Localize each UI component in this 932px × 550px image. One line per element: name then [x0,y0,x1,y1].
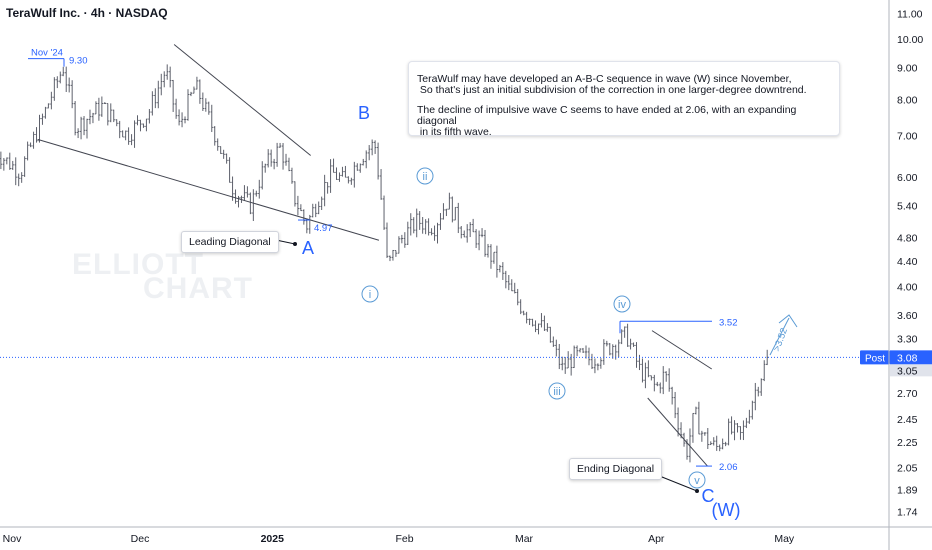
y-tick-label: 8.00 [897,94,918,106]
x-tick-label: Mar [515,533,534,545]
callout-pointer [656,474,698,492]
y-tick-label: 1.89 [897,484,918,496]
wave-circle [613,295,631,313]
post-price-value: 3.08 [897,352,918,364]
y-tick-label: 2.25 [897,437,918,449]
x-tick-label: 2025 [261,533,285,545]
y-tick-label: 3.30 [897,334,918,346]
note-paragraph-1: TeraWulf may have developed an A-B-C seq… [417,73,807,96]
candles-layer [0,64,769,463]
callout-pointer [275,239,296,245]
post-price-badge [890,350,932,365]
x-tick-label: Feb [395,533,413,545]
wave-label-iii: iii [553,386,560,398]
y-tick-label: 11.00 [897,8,923,20]
diagonal-trendline [173,44,311,156]
y-tick-label: 4.80 [897,232,918,244]
y-tick-label: 5.40 [897,201,918,213]
x-tick-label: Dec [131,533,150,545]
y-tick-label: 3.60 [897,310,918,322]
level-value: 3.52 [719,317,738,328]
projection-label: >3.52 [771,327,790,353]
wave-circle [416,167,434,185]
leading-diagonal-callout: Leading Diagonal [181,231,279,253]
note-paragraph-2: The decline of impulsive wave C seems to… [417,104,797,138]
wave-label-A: A [302,238,314,258]
y-tick-label: 4.00 [897,282,918,294]
x-tick-label: Nov [3,533,22,545]
y-tick-label: 2.70 [897,388,918,400]
callout-dot [293,242,297,246]
watermark-line2: CHART [143,272,253,305]
chart-title: TeraWulf Inc. · 4h · NASDAQ [6,6,168,20]
wave-label-B: B [358,103,370,123]
overlay-layer: Post 3.083.05 Nov '24 9.30 4.97 3.52 2.06 A B C(W… [0,44,932,520]
wave-circle [688,471,706,489]
diagonal-trendline [647,397,708,467]
diagonal-trendline [651,330,713,370]
wave-label-v: v [694,475,700,487]
last-price-value: 3.05 [897,365,918,377]
projection-arrowhead [778,314,798,328]
last-price-badge [890,364,932,377]
wave-label-i: i [369,289,371,301]
level-label: Nov '24 [31,48,63,59]
post-badge [860,350,890,365]
y-tick-label: 4.40 [897,256,918,268]
analysis-note: TeraWulf may have developed an A-B-C seq… [408,61,840,138]
level-value: 9.30 [69,56,88,67]
post-badge-label: Post [865,353,885,364]
level-value: 2.06 [719,462,738,473]
watermark-line1: ELLIOTT [72,248,204,281]
y-tick-label: 1.74 [897,507,918,519]
y-tick-label: 7.00 [897,130,918,142]
wave-label-W: (W) [712,500,741,520]
diagonal-trendline [37,138,380,241]
y-tick-label: 9.00 [897,63,918,75]
y-tick-label: 10.00 [897,34,923,46]
callout-dot [695,489,699,493]
wave-circle [548,382,566,400]
x-tick-label: Apr [648,533,665,545]
y-tick-label: 6.00 [897,172,918,184]
projection-arrow-shaft [769,317,790,356]
wave-label-iv: iv [618,299,626,311]
level-value: 4.97 [314,223,333,234]
wave-label-C: C [702,486,715,506]
y-tick-label: 2.05 [897,462,918,474]
y-tick-label: 2.45 [897,414,918,426]
wave-circle [361,285,379,303]
x-tick-label: May [774,533,795,545]
wave-label-ii: ii [423,171,428,183]
ending-diagonal-callout: Ending Diagonal [569,458,663,480]
